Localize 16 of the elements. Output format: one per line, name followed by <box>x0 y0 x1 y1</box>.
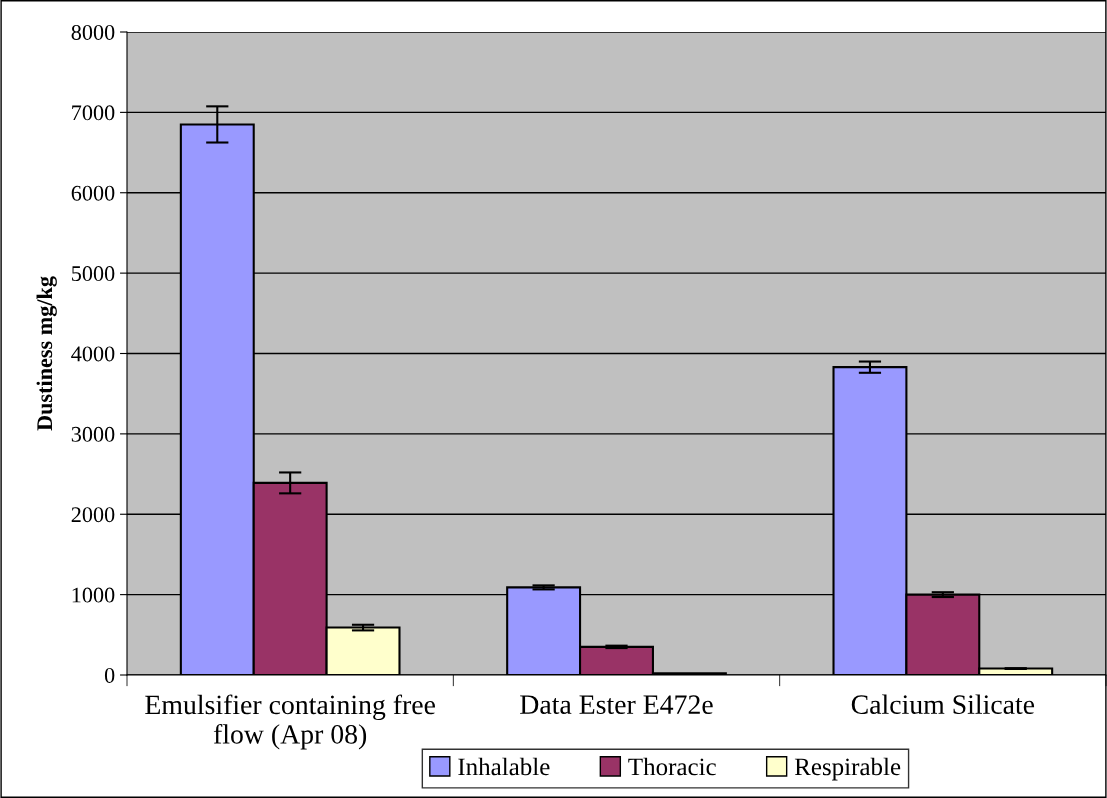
legend-label: Inhalable <box>458 757 550 776</box>
y-tick-label: 7000 <box>72 105 115 121</box>
legend-label: Respirable <box>794 757 901 781</box>
y-tick-label: 4000 <box>71 346 115 362</box>
y-tick-label: 5000 <box>72 266 115 282</box>
y-tick-label: 6000 <box>71 185 115 201</box>
y-tick-label: 0 <box>104 667 115 683</box>
x-tick-label: Data Ester E472e <box>520 695 713 714</box>
y-tick-label: 3000 <box>71 426 115 442</box>
y-tick-label: 8000 <box>71 24 115 40</box>
x-tick-label: Emulsifier containing free flow (Apr 08) <box>145 694 435 750</box>
y-axis-title: Dustiness mg/kg <box>36 276 57 431</box>
y-tick-label: 1000 <box>72 587 115 603</box>
legend-label: Thoracic <box>628 757 716 776</box>
y-tick-label: 2000 <box>71 507 115 523</box>
x-tick-label: Calcium Silicate <box>851 694 1035 714</box>
